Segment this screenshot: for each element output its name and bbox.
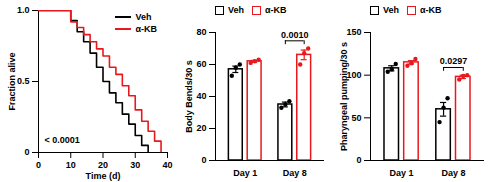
html-text:Veh: Veh — [383, 5, 399, 15]
svg-text:150: 150 — [346, 27, 361, 37]
svg-text:30: 30 — [130, 160, 140, 170]
svg-text:50: 50 — [351, 113, 361, 123]
svg-text:0.0010: 0.0010 — [281, 30, 309, 40]
svg-text:Fraction alive: Fraction alive — [7, 52, 17, 110]
svg-text:Time (d): Time (d) — [86, 171, 121, 181]
svg-text:0.0297: 0.0297 — [440, 56, 468, 66]
svg-text:20: 20 — [196, 123, 206, 133]
svg-text:Day 8: Day 8 — [283, 168, 307, 178]
svg-text:10: 10 — [66, 160, 76, 170]
svg-text:0: 0 — [36, 160, 41, 170]
html-text:α-KB: α-KB — [265, 5, 287, 15]
svg-text:1.0: 1.0 — [17, 5, 30, 15]
svg-text:100: 100 — [346, 70, 362, 80]
svg-text:0: 0 — [356, 155, 361, 165]
svg-text:0: 0 — [201, 155, 206, 165]
svg-text:80: 80 — [196, 27, 206, 37]
svg-text:40: 40 — [196, 91, 206, 101]
html-text:α-KB: α-KB — [135, 24, 157, 34]
svg-text:Day 1: Day 1 — [233, 168, 257, 178]
html-text:α-KB: α-KB — [420, 5, 442, 15]
html-text:Veh: Veh — [135, 12, 152, 22]
svg-text:40: 40 — [162, 160, 172, 170]
html-text:Veh: Veh — [228, 5, 244, 15]
svg-text:0.5: 0.5 — [17, 76, 30, 86]
svg-text:Pharyngeal pumping/30 s: Pharyngeal pumping/30 s — [339, 42, 349, 151]
svg-text:20: 20 — [98, 160, 108, 170]
svg-text:Day 1: Day 1 — [390, 168, 414, 178]
svg-text:< 0.0001: < 0.0001 — [45, 135, 80, 145]
svg-text:0: 0 — [24, 147, 29, 157]
svg-text:Body Bends/30 s: Body Bends/30 s — [184, 60, 194, 133]
svg-text:60: 60 — [196, 59, 206, 69]
svg-text:Day 8: Day 8 — [441, 168, 465, 178]
